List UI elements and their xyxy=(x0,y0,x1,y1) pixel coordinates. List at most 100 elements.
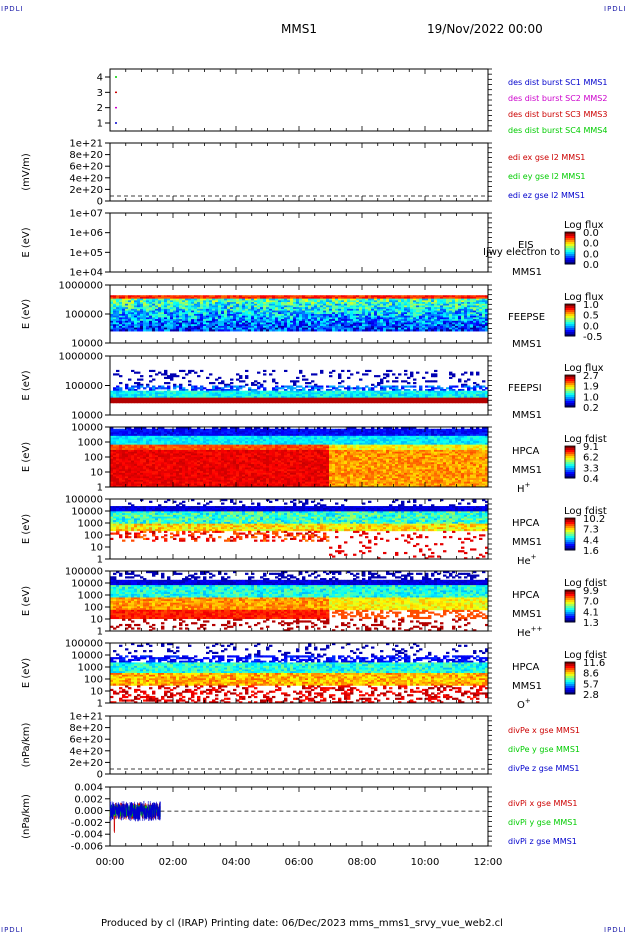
feepse-pixel xyxy=(317,308,321,311)
feepse-pixel xyxy=(164,312,168,315)
feepse-pixel xyxy=(227,302,231,305)
feepse-pixel xyxy=(260,317,264,320)
feepse-pixel xyxy=(239,310,243,313)
feepse-pixel xyxy=(317,325,321,329)
feepse-pixel xyxy=(359,300,363,303)
feepse-pixel xyxy=(185,295,189,298)
feepse-pixel xyxy=(221,315,225,318)
feepse-pixel xyxy=(386,322,390,325)
feepsi-pixel xyxy=(251,401,255,404)
feepse-pixel xyxy=(428,329,432,332)
feepsi-pixel xyxy=(425,385,429,388)
feepse-pixel xyxy=(287,317,291,320)
feepse-pixel xyxy=(194,329,198,332)
feepse-pixel xyxy=(302,308,306,311)
feepse-pixel xyxy=(203,302,207,305)
feepse-pixel xyxy=(350,296,354,300)
feepse-pixel xyxy=(347,312,351,315)
feepse-pixel xyxy=(404,307,408,310)
feepsi-pixel xyxy=(149,375,153,378)
feepse-pixel xyxy=(167,296,171,300)
feepse-pixel xyxy=(209,324,213,327)
feepse-pixel xyxy=(113,324,117,327)
feepse-pixel xyxy=(320,298,324,301)
feepse-pixel xyxy=(302,302,306,305)
feepsi-cbar-tick: 2.7 xyxy=(583,371,599,382)
feepse-pixel xyxy=(311,305,315,308)
feepsi-pixel xyxy=(482,385,486,388)
feepse-pixel xyxy=(179,319,183,322)
feepse-pixel xyxy=(371,296,375,300)
feepse-pixel xyxy=(296,320,300,323)
feepsi-pixel xyxy=(284,401,288,404)
feepse-pixel xyxy=(338,296,342,300)
feepse-pixel xyxy=(119,308,123,311)
feepse-pixel xyxy=(218,300,222,303)
feepse-pixel xyxy=(371,329,375,332)
feepsi-pixel xyxy=(137,371,141,374)
feepse-pixel xyxy=(110,322,114,325)
feepsi-pixel xyxy=(380,382,384,385)
feepse-pixel xyxy=(164,322,168,325)
feepse-pixel xyxy=(281,319,285,322)
feepse-pixel xyxy=(386,303,390,306)
feepse-pixel xyxy=(320,312,324,315)
feepsi-pixel xyxy=(182,401,186,404)
feepsi-pixel xyxy=(383,376,387,379)
feepsi-pixel xyxy=(455,385,459,388)
feepse-pixel xyxy=(176,296,180,300)
feepse-pixel xyxy=(248,295,252,298)
feepse-pixel xyxy=(116,296,120,300)
feepse-pixel xyxy=(218,303,222,306)
feepse-pixel xyxy=(341,310,345,313)
feepsi-pixel xyxy=(179,401,183,404)
feepse-pixel xyxy=(404,320,408,323)
feepse-pixel xyxy=(176,315,180,318)
feepsi-pixel xyxy=(218,401,222,404)
feepse-pixel xyxy=(326,308,330,311)
feepse-pixel xyxy=(320,310,324,313)
eis-cbar-tick: 0.0 xyxy=(583,228,599,239)
feepse-pixel xyxy=(239,305,243,308)
feepse-pixel xyxy=(338,310,342,313)
feepse-pixel xyxy=(140,319,144,322)
feepse-pixel xyxy=(371,319,375,322)
feepse-pixel xyxy=(293,314,297,317)
feepse-pixel xyxy=(149,312,153,315)
feepsi-pixel xyxy=(245,376,249,379)
feepse-pixel xyxy=(290,312,294,315)
feepse-pixel xyxy=(329,325,333,329)
feepse-pixel xyxy=(125,315,129,318)
eis-ytick-label: 1e+05 xyxy=(69,248,103,259)
feepse-pixel xyxy=(176,325,180,329)
feepse-pixel xyxy=(476,329,480,332)
feepse-pixel xyxy=(254,300,258,303)
feepse-pixel xyxy=(290,300,294,303)
feepse-pixel xyxy=(359,307,363,310)
feepse-pixel xyxy=(398,305,402,308)
feepsi-pixel xyxy=(203,401,207,404)
feepse-pixel xyxy=(128,315,132,318)
feepsi-pixel xyxy=(296,380,300,383)
feepse-pixel xyxy=(332,315,336,318)
feepse-pixel xyxy=(365,302,369,305)
feepsi-pixel xyxy=(338,376,342,379)
feepse-pixel xyxy=(143,307,147,310)
feepse-pixel xyxy=(191,310,195,313)
feepse-pixel xyxy=(311,303,315,306)
feepse-pixel xyxy=(248,322,252,325)
feepse-pixel xyxy=(263,295,267,298)
feepse-pixel xyxy=(269,302,273,305)
feepse-pixel xyxy=(122,302,126,305)
feepse-ylabel: E (eV) xyxy=(21,299,32,329)
feepsi-pixel xyxy=(407,385,411,388)
feepsi-pixel xyxy=(449,401,453,404)
feepse-pixel xyxy=(197,319,201,322)
feepse-pixel xyxy=(392,315,396,318)
feepsi-pixel xyxy=(206,376,210,379)
feepse-pixel xyxy=(341,325,345,329)
feepse-pixel xyxy=(314,296,318,300)
feepse-pixel xyxy=(404,322,408,325)
feepse-pixel xyxy=(161,303,165,306)
feepse-pixel xyxy=(203,314,207,317)
